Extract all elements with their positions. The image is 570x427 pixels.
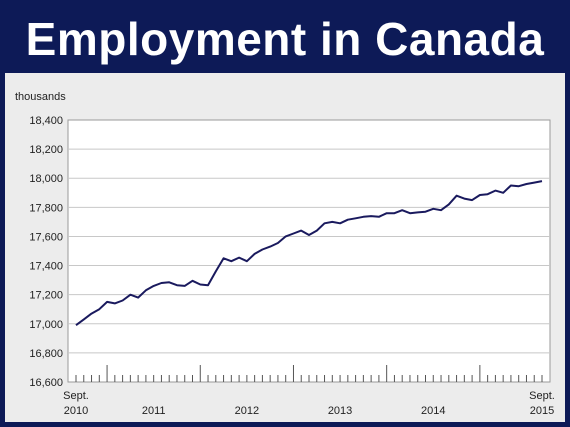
y-tick-label: 16,600 — [29, 377, 63, 389]
y-tick-label: 17,600 — [29, 231, 63, 243]
employment-series-line — [75, 180, 543, 327]
chart-title: Employment in Canada — [25, 13, 545, 65]
y-tick-label: 17,000 — [29, 319, 63, 331]
x-tick-label-year: 2013 — [328, 405, 352, 417]
y-tick-label: 18,200 — [29, 144, 63, 156]
x-tick-label-year: 2010 — [64, 405, 88, 417]
x-tick-label-month: Sept. — [529, 390, 555, 402]
y-tick-label: 17,400 — [29, 261, 63, 273]
y-tick-label: 16,800 — [29, 348, 63, 360]
y-tick-label: 17,200 — [29, 290, 63, 302]
y-tick-label: 17,800 — [29, 202, 63, 214]
chart-panel: 16,600 16,800 17,000 17,200 17,400 17,600 17,8… — [5, 73, 565, 422]
x-tick-label-year: 2011 — [142, 405, 166, 417]
y-axis-label: thousands — [15, 91, 66, 103]
y-tick-label: 18,400 — [29, 115, 63, 127]
x-tick-label-year: 2012 — [235, 405, 259, 417]
y-tick-label: 18,000 — [29, 173, 63, 185]
line-chart: 16,600 16,800 17,000 17,200 17,400 17,600 17,8… — [15, 91, 555, 417]
x-tick-label-year: 2015 — [530, 405, 554, 417]
x-tick-label-month: Sept. — [63, 390, 89, 402]
x-tick-label-year: 2014 — [421, 405, 445, 417]
plot-area — [67, 119, 551, 383]
